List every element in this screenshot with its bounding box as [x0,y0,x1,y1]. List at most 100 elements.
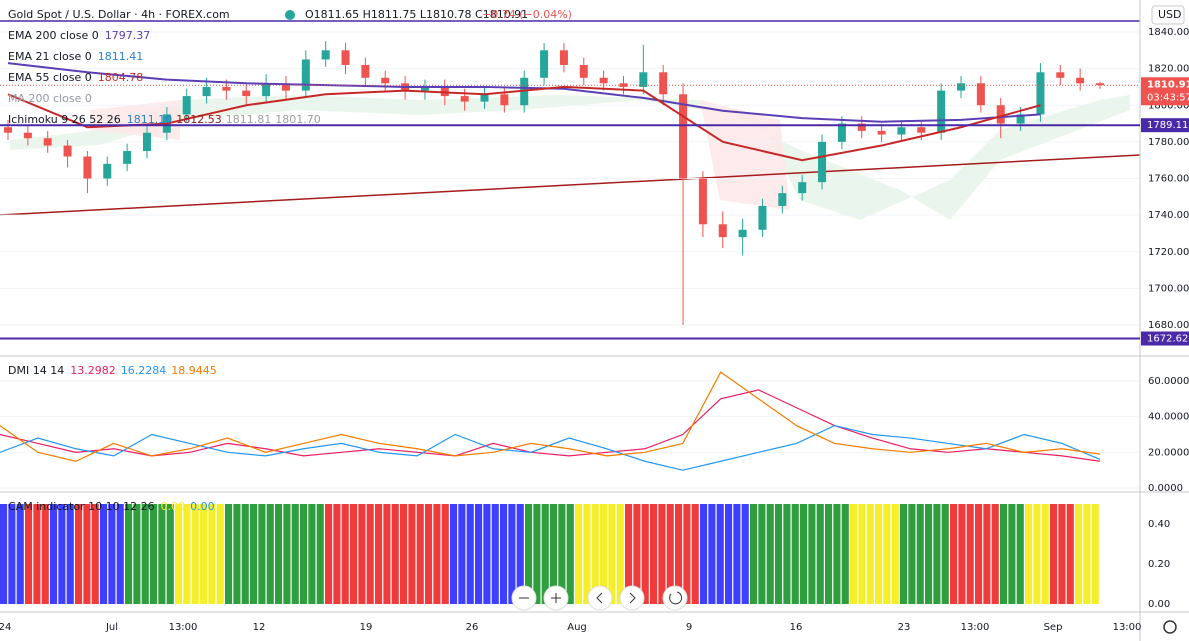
cam-bar [1041,504,1049,604]
candle-body [480,94,489,102]
dmi-label: DMI 14 14 [8,364,64,377]
candle-body [262,83,271,97]
reset-button[interactable] [662,585,688,611]
cam-bar [283,504,291,604]
cam-bar [491,504,499,604]
cam-bar [125,504,133,604]
scroll-right-button[interactable] [619,585,645,611]
cam-bar [8,504,16,604]
cam-bar [75,504,83,604]
currency[interactable]: USD [1158,8,1182,21]
candle-body [818,141,827,183]
cam-bar [1075,504,1083,604]
candle-body [798,182,807,194]
cam-bar [250,504,258,604]
cam-bar [1083,504,1091,604]
candle-body [500,94,509,106]
scroll-left-button[interactable] [587,585,613,611]
cam-bar [33,504,41,604]
cam-bar [550,504,558,604]
candle-body [63,145,72,157]
icon [669,591,683,605]
time-label: 13:00 [961,622,990,633]
cam-bar [91,504,99,604]
ema-line [7,85,1041,162]
candle-body [321,50,330,60]
cam-bar [700,504,708,604]
dmi-line [0,389,1101,462]
cam-bar [591,504,599,604]
legend-label: MA 200 close 0 [8,92,92,105]
nav-controls [511,585,688,611]
cam-tick-label: 0.00 [1148,599,1170,610]
candle-body [679,94,688,179]
cam-bar [200,504,208,604]
ohlc: O1811.65 H1811.75 L1810.78 C1810.91 [305,8,528,21]
level-label: 1789.11 [1147,120,1188,131]
settings-button[interactable] [1163,620,1177,634]
candle-body [837,123,846,142]
cam-bar [158,504,166,604]
cam-bar [775,504,783,604]
price-tick-label: 1760.00 [1148,174,1189,185]
time-label: 13:00 [169,622,198,633]
candle-body [639,72,648,87]
candle-body [222,86,231,91]
ichimoku-cloud [10,95,1130,220]
cam-bar [483,504,491,604]
cam-label: CAM indicator 10 10 12 26 [8,500,155,513]
cam-bar [383,504,391,604]
candle-body [1096,83,1104,86]
cam-bar [1033,504,1041,604]
cam-bar [66,504,74,604]
candle-body [540,50,549,78]
level-label: 1672.62 [1147,334,1188,345]
cam-bar [908,504,916,604]
cam-bar [866,504,874,604]
cam-bar [1025,504,1033,604]
cam-bar [708,504,716,604]
last-price: 1810.91 [1147,79,1189,90]
cam-bar [141,504,149,604]
cam-bar [391,504,399,604]
cam-bar [858,504,866,604]
time-label: Aug [567,622,587,633]
cam-bar [216,504,224,604]
candle-body [996,105,1005,124]
cam-bar [825,504,833,604]
cam-bar [50,504,58,604]
cam-bar [475,504,483,604]
cam-bar [116,504,124,604]
cam-bar [175,504,183,604]
legend-value: 1811.41 [98,50,144,63]
cam-bar [166,504,174,604]
last-price-bg [1141,77,1189,106]
cam-bar [525,504,533,604]
cam-bar [791,504,799,604]
candle-body [83,156,92,179]
dmi-line [0,424,1101,471]
cam-bar [783,504,791,604]
cam-bar [891,504,899,604]
cam-bar [375,504,383,604]
currency-button[interactable] [1151,5,1185,25]
legend-label: EMA 200 close 0 [8,29,99,42]
time-label: 19 [360,622,373,633]
cam-bar [625,504,633,604]
legend-value: 1797.37 [105,29,151,42]
dmi-value: 16.2284 [121,364,167,377]
cam-bar [608,504,616,604]
price-tick-label: 1700.00 [1148,283,1189,294]
cam-bar [583,504,591,604]
candle-body [599,77,608,84]
cam-bar [1016,504,1024,604]
cam-bar [108,504,116,604]
trend-line [0,154,1141,216]
price-tick-label: 1820.00 [1148,64,1189,75]
cam-bar [808,504,816,604]
candle-body [301,59,310,91]
cam-value: 0.00 [161,500,186,513]
candle-body [23,132,32,139]
candle-body [43,138,52,146]
